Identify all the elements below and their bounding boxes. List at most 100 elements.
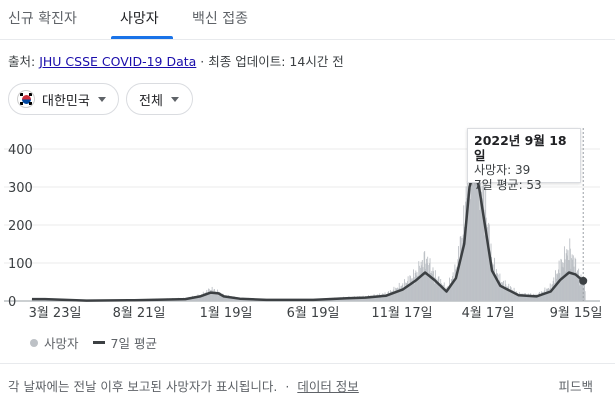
daily-deaths-bar — [521, 293, 523, 301]
daily-deaths-bar — [459, 236, 461, 301]
daily-deaths-bar — [408, 286, 410, 301]
daily-deaths-bar — [562, 262, 564, 301]
daily-deaths-bar — [210, 290, 212, 301]
daily-deaths-bar — [556, 278, 558, 301]
feedback-link[interactable]: 피드백 — [558, 379, 593, 394]
daily-deaths-bar — [498, 280, 500, 301]
daily-deaths-bar — [225, 295, 227, 301]
x-tick-label: 6월 19일 — [287, 306, 340, 321]
y-tick-label: 400 — [8, 143, 33, 158]
daily-deaths-bar — [574, 274, 575, 301]
y-tick-label: 200 — [8, 219, 33, 234]
daily-deaths-bar — [527, 293, 529, 301]
daily-deaths-bar — [407, 276, 409, 301]
daily-deaths-bar — [534, 295, 536, 301]
daily-deaths-bar — [472, 128, 474, 301]
daily-deaths-bar — [523, 295, 525, 301]
daily-deaths-bar — [449, 283, 451, 301]
daily-deaths-bar — [574, 257, 576, 301]
daily-deaths-bar — [554, 282, 556, 301]
daily-deaths-bar — [454, 264, 456, 301]
daily-deaths-bar — [463, 226, 465, 301]
data-info-link[interactable]: 데이터 정보 — [297, 379, 359, 394]
daily-deaths-bar — [428, 277, 430, 301]
region-dropdown[interactable]: 대한민국 — [8, 83, 119, 115]
source-link[interactable]: JHU CSSE COVID-19 Data — [39, 54, 197, 69]
daily-deaths-bar — [208, 288, 210, 301]
daily-deaths-bar — [203, 295, 205, 301]
daily-deaths-bar — [448, 285, 450, 301]
daily-deaths-bar — [565, 271, 567, 301]
daily-deaths-bar — [208, 288, 210, 301]
daily-deaths-bar — [468, 128, 470, 301]
daily-deaths-bar — [389, 290, 391, 301]
daily-deaths-bar — [211, 290, 212, 301]
daily-deaths-bar — [489, 256, 491, 301]
daily-deaths-bar — [430, 272, 432, 301]
daily-deaths-bar — [532, 295, 534, 301]
legend-deaths-swatch — [30, 338, 38, 347]
daily-deaths-bar — [428, 263, 430, 301]
daily-deaths-bar — [532, 295, 533, 301]
daily-deaths-bar — [579, 285, 581, 301]
tab-new-cases[interactable]: 신규 확진자 — [8, 11, 77, 27]
daily-deaths-bar — [502, 282, 504, 301]
daily-deaths-bar — [474, 128, 476, 301]
tab-vaccinations[interactable]: 백신 접종 — [192, 11, 248, 27]
daily-deaths-bar — [190, 297, 192, 301]
daily-deaths-bar — [415, 270, 417, 301]
daily-deaths-bar — [550, 289, 552, 301]
daily-deaths-bar — [413, 277, 415, 301]
daily-deaths-bar — [397, 287, 398, 301]
daily-deaths-bar — [520, 296, 522, 301]
daily-deaths-bar — [572, 259, 574, 301]
daily-deaths-bar — [504, 287, 506, 301]
daily-deaths-bar — [218, 293, 220, 301]
daily-deaths-bar — [421, 265, 423, 301]
daily-deaths-bar — [442, 289, 444, 301]
daily-deaths-bar — [229, 297, 231, 301]
daily-deaths-bar — [453, 281, 455, 301]
daily-deaths-bar — [501, 282, 503, 301]
daily-deaths-bar — [228, 297, 230, 301]
daily-deaths-bar — [497, 274, 499, 301]
source-line: 출처: JHU CSSE COVID-19 Data · 최종 업데이트: 14… — [8, 51, 344, 70]
daily-deaths-bar — [372, 296, 374, 301]
daily-deaths-bar — [207, 293, 209, 301]
daily-deaths-bar — [217, 289, 218, 301]
daily-deaths-bar — [227, 295, 229, 301]
daily-deaths-bar — [462, 234, 464, 301]
daily-deaths-bar — [405, 282, 407, 301]
daily-deaths-bar — [452, 275, 453, 301]
daily-deaths-bar — [492, 274, 494, 301]
scope-dropdown[interactable]: 전체 — [126, 83, 193, 115]
daily-deaths-bar — [433, 271, 435, 301]
daily-deaths-bar — [442, 284, 443, 301]
daily-deaths-bar — [370, 296, 372, 301]
daily-deaths-bar — [199, 295, 201, 301]
daily-deaths-bar — [465, 201, 467, 301]
daily-deaths-bar — [399, 287, 401, 301]
daily-deaths-bar — [383, 294, 385, 301]
tab-deaths[interactable]: 사망자 — [120, 11, 159, 27]
daily-deaths-bar — [494, 274, 496, 301]
daily-deaths-bar — [577, 273, 579, 301]
daily-deaths-bar — [230, 297, 232, 301]
daily-deaths-bar — [510, 286, 511, 301]
daily-deaths-bar — [461, 237, 463, 301]
daily-deaths-bar — [490, 243, 492, 301]
daily-deaths-bar — [498, 284, 500, 301]
daily-deaths-bar — [392, 293, 394, 301]
daily-deaths-bar — [491, 256, 493, 301]
daily-deaths-bar — [412, 269, 414, 301]
deaths-chart[interactable]: 0 100 200 300 400 3월 23일 8월 21일 1월 19일 6월 19일 11… — [0, 128, 615, 328]
daily-deaths-bar — [404, 279, 406, 301]
daily-deaths-bar — [583, 282, 585, 301]
daily-deaths-bar — [545, 292, 547, 301]
daily-deaths-bar — [482, 198, 484, 301]
daily-deaths-bar — [478, 209, 480, 301]
daily-deaths-bar — [549, 289, 551, 301]
daily-deaths-bar — [475, 181, 477, 301]
daily-deaths-bar — [572, 255, 574, 301]
daily-deaths-bar — [486, 224, 488, 301]
